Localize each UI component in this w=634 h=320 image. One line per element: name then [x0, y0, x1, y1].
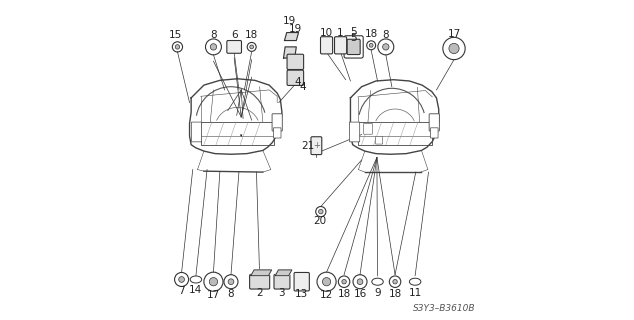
Text: S3Y3–B3610B: S3Y3–B3610B	[413, 304, 476, 313]
Polygon shape	[283, 47, 296, 58]
Text: 3: 3	[278, 288, 285, 298]
Text: 14: 14	[190, 285, 202, 295]
Circle shape	[357, 279, 363, 284]
Text: 5: 5	[351, 33, 357, 43]
Text: +: +	[313, 140, 320, 149]
FancyBboxPatch shape	[227, 41, 242, 53]
Text: 8: 8	[210, 30, 217, 40]
Circle shape	[393, 279, 398, 284]
Text: 4: 4	[299, 82, 306, 92]
Circle shape	[342, 279, 346, 284]
Circle shape	[319, 209, 323, 214]
FancyBboxPatch shape	[364, 123, 372, 134]
FancyBboxPatch shape	[344, 36, 363, 58]
Polygon shape	[240, 134, 242, 137]
Text: 1: 1	[337, 28, 344, 38]
Text: 18: 18	[337, 289, 351, 299]
Text: 18: 18	[365, 29, 378, 39]
Text: 17: 17	[207, 290, 220, 300]
FancyBboxPatch shape	[429, 114, 439, 131]
Circle shape	[209, 277, 217, 286]
Polygon shape	[251, 270, 271, 276]
Text: 18: 18	[245, 30, 258, 40]
Circle shape	[323, 277, 331, 286]
FancyBboxPatch shape	[311, 137, 322, 155]
Circle shape	[449, 44, 459, 53]
FancyBboxPatch shape	[430, 128, 438, 138]
FancyBboxPatch shape	[375, 136, 383, 144]
Text: 17: 17	[448, 29, 461, 39]
Text: 4: 4	[295, 77, 301, 87]
Circle shape	[250, 45, 254, 49]
Text: 2: 2	[256, 288, 263, 298]
Text: 19: 19	[288, 24, 302, 34]
Text: 8: 8	[382, 30, 389, 40]
Text: 6: 6	[231, 30, 238, 40]
Circle shape	[179, 276, 184, 282]
Text: 16: 16	[353, 289, 366, 299]
FancyBboxPatch shape	[287, 70, 304, 85]
Text: 20: 20	[314, 216, 327, 226]
FancyBboxPatch shape	[347, 39, 360, 54]
Text: 18: 18	[389, 289, 402, 299]
FancyBboxPatch shape	[273, 128, 281, 138]
Polygon shape	[275, 270, 292, 276]
Polygon shape	[285, 33, 299, 41]
Text: 19: 19	[282, 16, 295, 27]
Text: 9: 9	[374, 288, 381, 298]
Text: 7: 7	[178, 286, 185, 296]
Circle shape	[175, 45, 179, 49]
FancyBboxPatch shape	[250, 274, 269, 289]
FancyBboxPatch shape	[191, 122, 202, 142]
Circle shape	[228, 279, 234, 284]
Text: 10: 10	[320, 28, 333, 38]
FancyBboxPatch shape	[294, 272, 309, 291]
FancyBboxPatch shape	[349, 122, 359, 142]
Circle shape	[383, 44, 389, 50]
Circle shape	[369, 44, 373, 47]
Text: 12: 12	[320, 290, 333, 300]
Text: 13: 13	[295, 290, 308, 300]
Text: 15: 15	[169, 30, 183, 40]
Text: 11: 11	[408, 288, 422, 298]
FancyBboxPatch shape	[287, 54, 304, 69]
FancyBboxPatch shape	[321, 37, 333, 54]
Text: 8: 8	[228, 289, 235, 299]
FancyBboxPatch shape	[274, 274, 290, 289]
FancyBboxPatch shape	[335, 37, 347, 54]
FancyBboxPatch shape	[272, 114, 282, 131]
Text: 5: 5	[351, 27, 357, 37]
Text: 21: 21	[301, 141, 314, 151]
Circle shape	[210, 44, 217, 50]
